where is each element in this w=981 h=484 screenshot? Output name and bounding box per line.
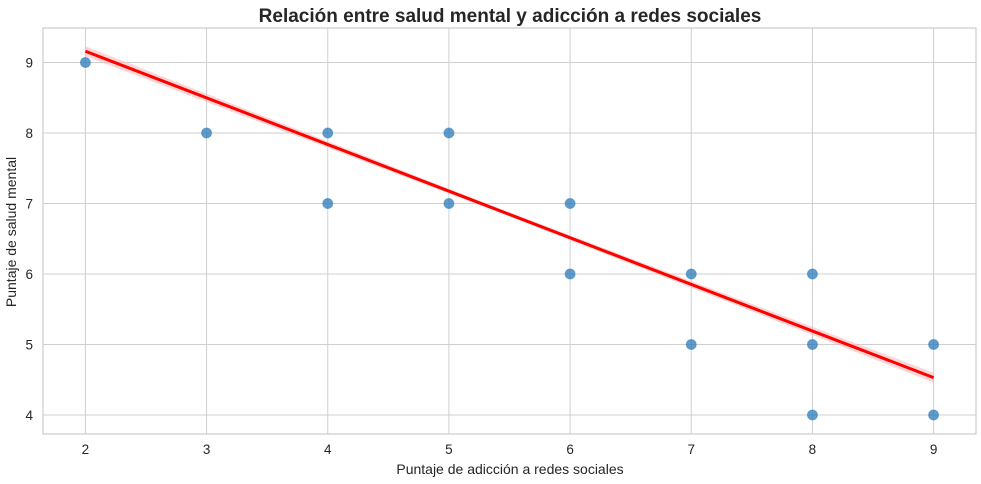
plot-frame (42, 27, 977, 435)
x-ticks: 2 3 4 5 6 7 8 9 (82, 442, 938, 457)
chart-title: Relación entre salud mental y adicción a… (259, 6, 762, 27)
data-point-10 (806, 268, 818, 280)
regression-line (84, 49, 935, 380)
data-point-2 (322, 127, 334, 139)
y-ticks: 4 5 6 7 8 9 (25, 56, 33, 423)
data-point-8 (685, 268, 697, 280)
data-point-3 (322, 198, 334, 210)
data-point-14 (928, 409, 940, 421)
data-point-1 (201, 127, 213, 139)
data-point-5 (443, 198, 455, 210)
x-tick-label-1: 3 (203, 442, 211, 457)
data-point-9 (685, 338, 697, 350)
y-axis-label: Puntaje de salud mental (3, 157, 19, 307)
y-tick-label-4: 8 (25, 126, 33, 141)
data-point-0 (79, 57, 91, 69)
data-point-13 (928, 338, 940, 350)
y-tick-label-5: 9 (25, 56, 33, 71)
data-point-12 (806, 409, 818, 421)
x-tick-label-0: 2 (82, 442, 90, 457)
data-point-7 (564, 268, 576, 280)
data-points (79, 57, 940, 421)
y-tick-label-2: 6 (25, 267, 33, 282)
x-tick-label-7: 9 (930, 442, 938, 457)
data-point-6 (564, 198, 576, 210)
x-tick-label-5: 7 (687, 442, 695, 457)
x-tick-label-3: 5 (445, 442, 453, 457)
y-tick-label-3: 7 (25, 197, 33, 212)
data-point-4 (443, 127, 455, 139)
x-tick-label-6: 8 (809, 442, 817, 457)
y-tick-label-1: 5 (25, 337, 33, 352)
x-tick-label-2: 4 (324, 442, 332, 457)
x-axis-label: Puntaje de adicción a redes sociales (396, 461, 623, 477)
regression-line-group (84, 49, 935, 380)
grid (43, 28, 976, 434)
y-tick-label-0: 4 (25, 408, 33, 423)
data-point-11 (806, 338, 818, 350)
x-tick-label-4: 6 (566, 442, 574, 457)
